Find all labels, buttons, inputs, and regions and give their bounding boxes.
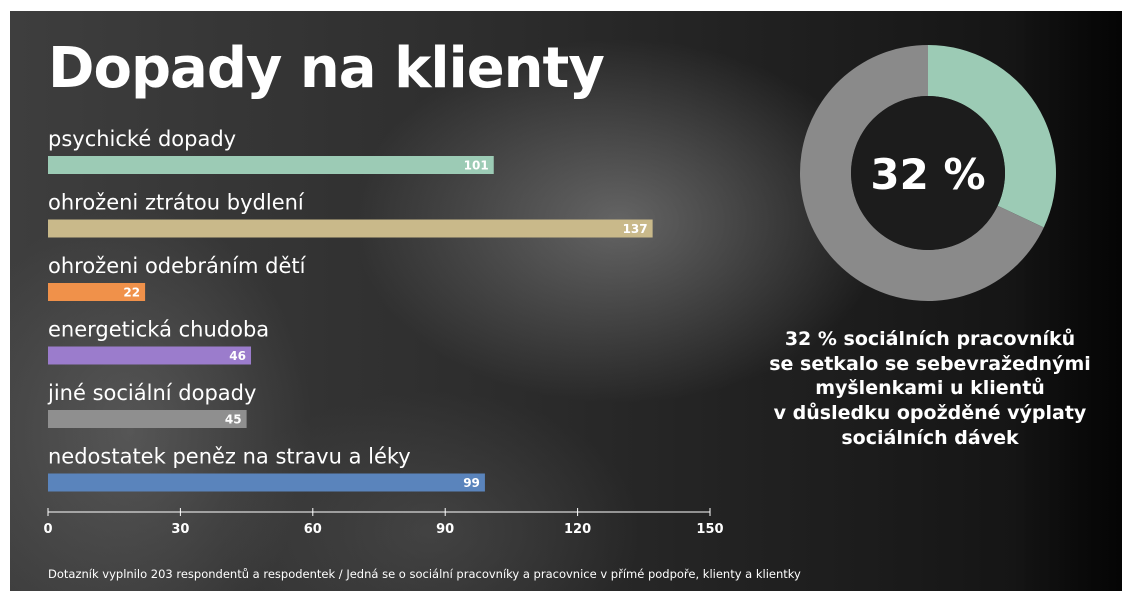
infographic-panel: Dopady na klienty psychické dopady 101 ohr… bbox=[10, 11, 1122, 591]
bar bbox=[48, 219, 653, 238]
bar-category-label: ohroženi odebráním dětí bbox=[48, 254, 307, 278]
bar-value-label: 46 bbox=[229, 349, 246, 363]
footnote: Dotazník vyplnilo 203 respondentů a resp… bbox=[48, 567, 801, 581]
x-tick-label: 90 bbox=[436, 522, 454, 537]
bar-value-label: 22 bbox=[123, 286, 140, 300]
x-tick-label: 150 bbox=[696, 522, 723, 537]
bar-value-label: 99 bbox=[463, 476, 480, 490]
bar bbox=[48, 156, 494, 174]
x-tick-label: 60 bbox=[304, 522, 322, 537]
x-tick-label: 30 bbox=[171, 522, 189, 537]
donut-chart: 32 % bbox=[800, 45, 1056, 301]
bar-chart: psychické dopady 101 ohroženi ztrátou bydl… bbox=[43, 127, 723, 537]
bar-category-label: nedostatek peněz na stravu a léky bbox=[48, 445, 411, 469]
donut-slice-rest bbox=[800, 45, 1044, 301]
bar-category-label: psychické dopady bbox=[48, 127, 236, 151]
donut-caption: 32 % sociálních pracovníků se setkalo se … bbox=[715, 327, 1122, 450]
bar bbox=[48, 283, 146, 301]
bar-value-label: 101 bbox=[464, 159, 489, 173]
donut-center-label: 32 % bbox=[870, 150, 985, 199]
bar bbox=[48, 410, 247, 428]
caption-line: sociálních dávek bbox=[841, 426, 1019, 449]
x-tick-label: 0 bbox=[43, 522, 52, 537]
x-tick-label: 120 bbox=[564, 522, 591, 537]
bar bbox=[48, 473, 485, 492]
bar-category-label: jiné sociální dopady bbox=[47, 381, 256, 405]
page-title: Dopady na klienty bbox=[48, 36, 605, 101]
donut-hole bbox=[851, 96, 1005, 250]
bar-value-label: 45 bbox=[225, 413, 242, 427]
bar-category-label: energetická chudoba bbox=[48, 318, 269, 342]
bar-value-label: 137 bbox=[623, 222, 648, 236]
caption-line: v důsledku opožděné výplaty bbox=[773, 402, 1087, 425]
donut-slice-highlight bbox=[928, 45, 1056, 228]
bar bbox=[48, 346, 252, 365]
caption-line: 32 % sociálních pracovníků bbox=[784, 328, 1076, 350]
caption-line: se setkalo se sebevražednými bbox=[769, 352, 1091, 375]
bar-category-label: ohroženi ztrátou bydlení bbox=[48, 191, 305, 215]
caption-line: myšlenkami u klientů bbox=[815, 377, 1045, 400]
